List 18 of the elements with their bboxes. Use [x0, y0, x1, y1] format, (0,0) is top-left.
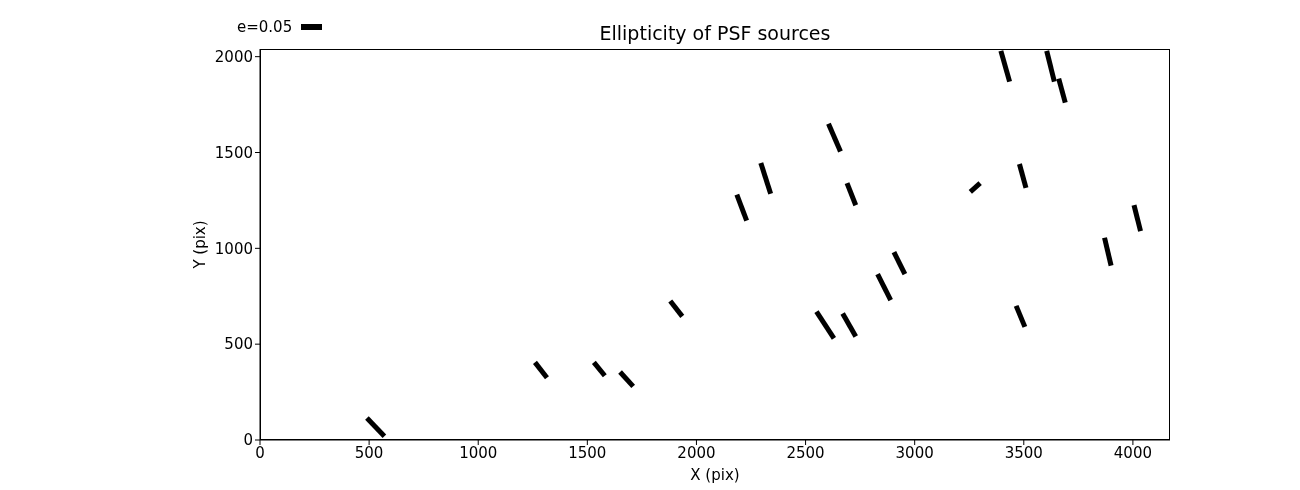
x-tick-label: 1000 — [459, 443, 498, 462]
y-tick-label: 500 — [224, 335, 253, 354]
x-tick-label: 2000 — [677, 443, 716, 462]
y-tick-label: 0 — [243, 431, 253, 450]
y-tick-label: 1000 — [214, 239, 253, 258]
y-tick-label: 2000 — [214, 47, 253, 66]
x-axis-title: X (pix) — [690, 466, 740, 484]
y-axis-title: Y (pix) — [191, 220, 210, 270]
x-tick-label: 4000 — [1113, 443, 1152, 462]
x-tick-label: 3000 — [895, 443, 934, 462]
x-tick-label: 2500 — [786, 443, 825, 462]
x-tick-label: 1500 — [568, 443, 607, 462]
x-tick-label: 0 — [255, 443, 265, 462]
y-tick-label: 1500 — [214, 143, 253, 162]
x-tick-label: 3500 — [1004, 443, 1043, 462]
text: e=0.05 — [237, 18, 293, 36]
x-tick-label: 500 — [354, 443, 384, 462]
chart-title: Ellipticity of PSF sources — [599, 22, 831, 44]
